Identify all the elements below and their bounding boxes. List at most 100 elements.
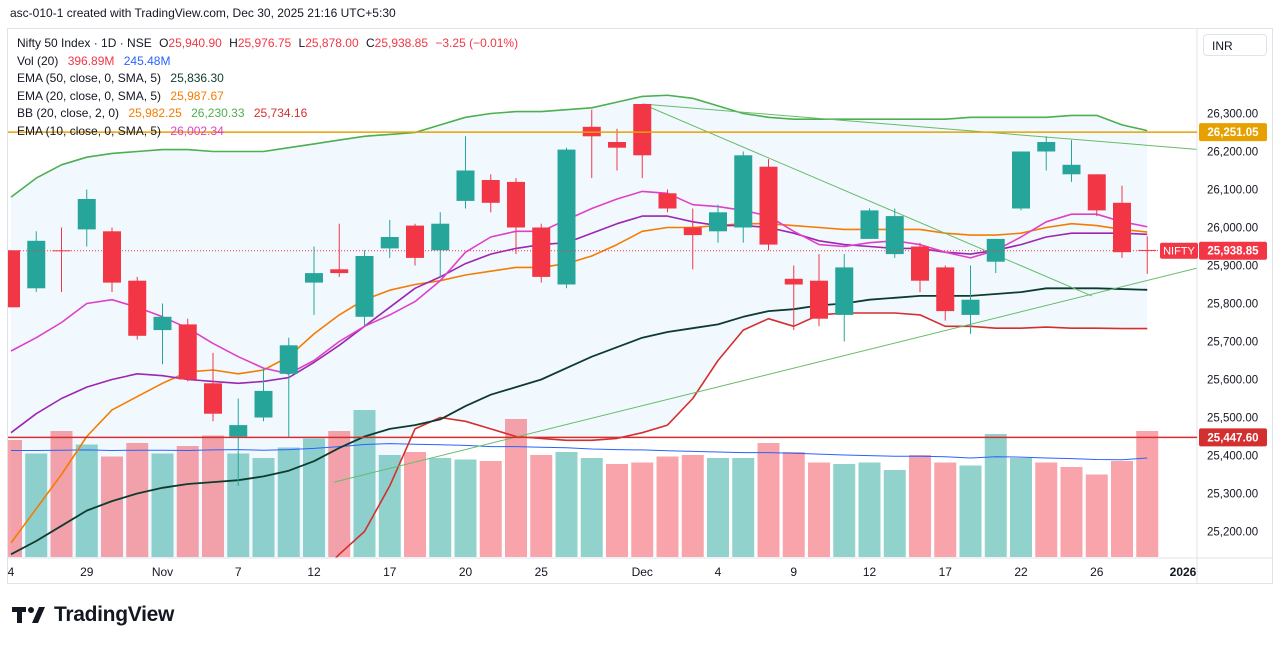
- volume-bar: [252, 458, 275, 557]
- legend-volume-row[interactable]: Vol (20) 396.89M 245.48M: [17, 53, 518, 71]
- candle: [52, 227, 71, 293]
- currency-selector[interactable]: INR: [1203, 34, 1267, 56]
- candle: [507, 178, 525, 255]
- x-axis-tick-label: 26: [1090, 565, 1104, 579]
- candle: [532, 223, 551, 283]
- legend-symbol-row[interactable]: Nifty 50 Index · 1D · NSE O25,940.90 H25…: [17, 35, 518, 53]
- candle-body: [734, 155, 753, 228]
- bb-upper-value: 26,230.33: [191, 106, 245, 120]
- volume-bar: [378, 455, 401, 557]
- volume-ma-line: [11, 443, 1148, 461]
- symbol-title: Nifty 50 Index · 1D · NSE: [17, 36, 152, 50]
- legend-ema50-row[interactable]: EMA (50, close, 0, SMA, 5) 25,836.30: [17, 70, 518, 88]
- candle: [1113, 185, 1131, 258]
- volume-bar: [8, 440, 22, 557]
- ema10-label: EMA (10, close, 0, SMA, 5): [17, 123, 162, 138]
- volume-bar: [505, 419, 527, 557]
- candle-body: [456, 170, 475, 201]
- volume-bar: [883, 470, 906, 557]
- x-axis-tick-label: 2026: [1170, 565, 1197, 579]
- bb-label: BB (20, close, 2, 0): [17, 106, 120, 120]
- candle: [557, 147, 576, 289]
- volume-bar: [328, 431, 351, 557]
- candle-body: [810, 280, 828, 319]
- volume-bar: [479, 461, 502, 557]
- candle-body: [330, 269, 349, 274]
- volume-bar: [934, 462, 957, 557]
- candle-body: [885, 216, 904, 255]
- y-axis-tick-label: 25,900.00: [1207, 261, 1258, 273]
- candle: [279, 337, 298, 437]
- tradingview-logo[interactable]: TradingView: [12, 603, 174, 627]
- ema20-value: 25,987.67: [170, 88, 224, 103]
- volume-bar: [732, 458, 755, 557]
- volume-bar: [1035, 462, 1058, 557]
- volume-bar: [555, 452, 578, 557]
- x-axis-tick-label: 9: [790, 565, 797, 579]
- bb-lower-value: 25,734.16: [253, 106, 308, 120]
- ema50-line: [10, 287, 1148, 556]
- candle-body: [52, 250, 71, 252]
- symbol-price-tag-label: NIFTY: [1163, 246, 1195, 258]
- chart-frame: [7, 28, 1273, 584]
- volume-label: Vol (20): [17, 53, 59, 68]
- candle-body: [1062, 164, 1081, 175]
- candle: [961, 265, 980, 334]
- candle: [658, 189, 677, 213]
- volume-bar: [50, 431, 73, 557]
- x-axis-tick-label: 20: [459, 565, 473, 579]
- y-axis-tick-label: 26,300.00: [1207, 109, 1258, 121]
- volume-bar: [429, 458, 452, 557]
- bb-basis-value: 25,982.25: [128, 106, 182, 120]
- tradingview-logo-icon: [12, 607, 45, 623]
- resistance-level-label: 26,251.05: [1207, 127, 1259, 139]
- ema50-label: EMA (50, close, 0, SMA, 5): [17, 71, 162, 85]
- brand-name: TradingView: [54, 603, 175, 626]
- last-price-label: 25,938.85: [1207, 246, 1259, 258]
- candle: [254, 368, 273, 422]
- candle-body: [153, 316, 172, 331]
- candle-body: [27, 240, 46, 289]
- ema10-line: [10, 190, 1148, 375]
- legend-ema10-row[interactable]: EMA (10, close, 0, SMA, 5) 26,002.34: [17, 123, 518, 141]
- legend-ema20-row[interactable]: EMA (20, close, 0, SMA, 5) 25,987.67: [17, 88, 518, 106]
- candle-body: [254, 390, 273, 418]
- volume-bar: [707, 458, 729, 557]
- candle: [734, 151, 753, 243]
- candle-body: [229, 425, 248, 437]
- x-axis-tick-label: 12: [863, 565, 877, 579]
- chart-header: asc-010-1 created with TradingView.com, …: [10, 6, 396, 20]
- candle-body: [936, 267, 955, 312]
- volume-bar: [606, 464, 628, 557]
- y-axis-tick-label: 25,600.00: [1207, 375, 1258, 387]
- candle-body: [178, 324, 197, 380]
- close-label: C: [365, 36, 375, 50]
- volume-bar: [202, 435, 224, 557]
- legend-bb-row[interactable]: BB (20, close, 2, 0) 25,982.25 26,230.33…: [17, 105, 518, 123]
- candle: [683, 208, 702, 270]
- volume-bar: [757, 443, 780, 557]
- resistance-level-tag: [1199, 123, 1267, 142]
- volume-bar: [530, 455, 553, 557]
- x-axis-tick-label: 22: [1014, 565, 1028, 579]
- open-label: O: [159, 36, 169, 50]
- candle: [1012, 151, 1030, 211]
- bb-basis-line: [10, 215, 1148, 434]
- open-value: 25,940.90: [168, 36, 222, 50]
- volume-bar: [454, 459, 477, 557]
- candle-body: [709, 212, 727, 232]
- candle: [936, 265, 955, 321]
- x-axis-tick-label: 12: [307, 565, 321, 579]
- candle: [27, 231, 46, 293]
- upper-trendline: [642, 103, 1197, 150]
- candle: [1087, 174, 1106, 217]
- candle: [77, 189, 96, 247]
- candle-body: [305, 273, 323, 283]
- high-label: H: [229, 36, 238, 50]
- candle: [1138, 236, 1157, 274]
- candle-body: [431, 223, 450, 251]
- candle-body: [860, 210, 879, 239]
- candle: [178, 318, 197, 382]
- candle: [305, 246, 323, 315]
